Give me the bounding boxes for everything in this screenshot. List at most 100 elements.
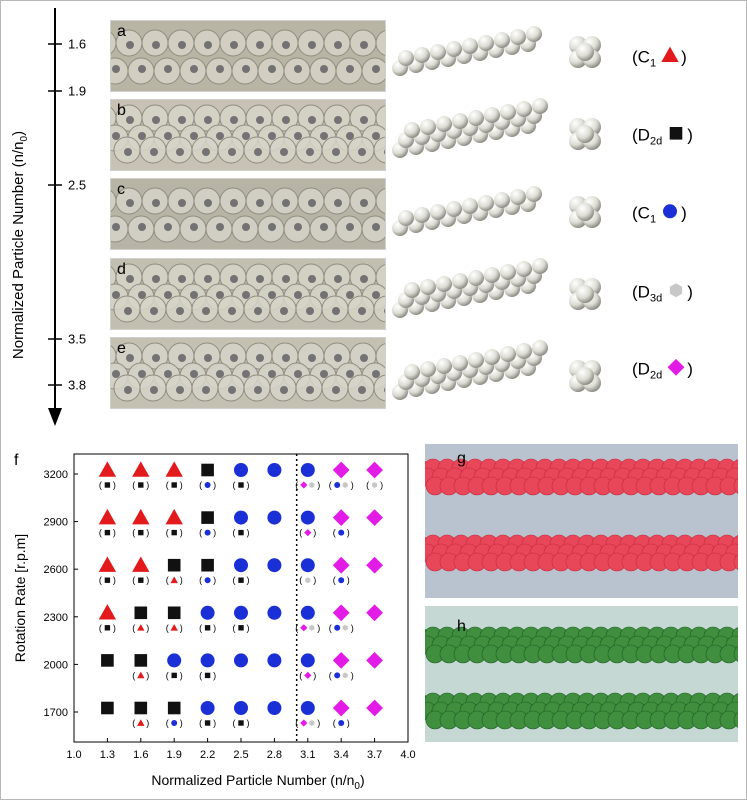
x-tick-label: 1.3 xyxy=(100,749,115,761)
symmetry-group: D xyxy=(637,359,650,379)
sub-point-circle xyxy=(171,720,178,726)
symmetry-group: C xyxy=(637,203,650,223)
point-square xyxy=(167,701,181,715)
svg-text:): ) xyxy=(180,480,183,490)
data-point: () xyxy=(233,558,250,585)
point-square xyxy=(201,558,214,572)
point-diamond xyxy=(366,556,383,574)
data-point: () xyxy=(333,509,350,538)
point-diamond xyxy=(332,652,350,669)
data-point: () xyxy=(98,556,117,585)
sub-point-square xyxy=(171,672,177,679)
data-point xyxy=(267,510,282,525)
data-point: () xyxy=(165,461,183,490)
svg-text:): ) xyxy=(213,623,216,633)
data-point: () xyxy=(295,463,320,490)
svg-text:): ) xyxy=(347,528,350,538)
svg-text:): ) xyxy=(351,670,354,680)
x-tick-label: 4.0 xyxy=(400,749,415,761)
panel-letter-h: h xyxy=(457,618,466,635)
x-tick-label: 2.2 xyxy=(200,749,215,761)
point-triangle xyxy=(132,508,150,525)
svg-text:): ) xyxy=(213,480,216,490)
point-square xyxy=(134,654,148,667)
point-circle xyxy=(234,605,248,620)
svg-text:): ) xyxy=(180,718,183,728)
sub-point-hexagon xyxy=(305,577,311,584)
sub-point-square xyxy=(238,529,244,536)
data-point xyxy=(366,604,383,622)
sub-point-triangle xyxy=(170,576,178,584)
point-circle xyxy=(267,653,282,668)
svg-text:): ) xyxy=(317,623,320,633)
chain-model-b xyxy=(392,98,548,158)
data-point xyxy=(267,463,282,477)
end-view-e xyxy=(569,360,601,392)
svg-text:): ) xyxy=(213,670,216,680)
data-point: () xyxy=(329,604,354,633)
point-circle xyxy=(267,605,282,620)
svg-text:(: ( xyxy=(99,575,102,585)
data-point: () xyxy=(333,699,350,728)
svg-text:(: ( xyxy=(329,670,332,680)
svg-text:): ) xyxy=(313,670,316,680)
sub-point-circle xyxy=(338,720,345,726)
chain-model-a xyxy=(392,26,542,76)
svg-text:): ) xyxy=(247,623,250,633)
sub-point-circle xyxy=(334,624,341,631)
point-diamond xyxy=(332,556,350,574)
svg-text:(: ( xyxy=(233,623,236,633)
point-circle xyxy=(234,653,248,668)
point-circle xyxy=(300,653,315,668)
y-tick-label: 2600 xyxy=(44,564,68,576)
svg-text:(: ( xyxy=(199,575,202,585)
data-point: () xyxy=(329,652,354,680)
sub-point-hexagon xyxy=(372,482,378,488)
data-point xyxy=(366,509,383,526)
data-point: () xyxy=(132,701,149,728)
top-axis-title: Normalized Particle Number (n/n0) xyxy=(10,130,30,360)
svg-text:(: ( xyxy=(166,575,169,585)
svg-text:): ) xyxy=(247,480,250,490)
top-tick-5: 3.8 xyxy=(68,377,87,393)
data-point xyxy=(366,652,383,669)
sub-point-diamond xyxy=(300,624,308,632)
symmetry-group: C xyxy=(637,47,650,67)
svg-text:(: ( xyxy=(295,718,298,728)
svg-text:(: ( xyxy=(295,480,298,490)
data-point: () xyxy=(199,558,216,585)
data-point: () xyxy=(165,508,183,538)
svg-text:): ) xyxy=(180,670,183,680)
point-triangle xyxy=(165,461,183,477)
sub-point-circle xyxy=(334,482,341,488)
sub-point-square xyxy=(204,672,211,679)
svg-text:): ) xyxy=(146,575,149,585)
x-tick-label: 2.5 xyxy=(233,749,248,761)
sub-point-triangle xyxy=(137,719,145,726)
chain-model-e xyxy=(392,340,548,400)
point-circle xyxy=(200,701,215,715)
plot-frame xyxy=(73,453,409,743)
svg-text:(: ( xyxy=(233,718,236,728)
sub-point-square xyxy=(238,625,244,631)
legend-marker-circle xyxy=(663,204,678,219)
data-point: () xyxy=(166,653,183,680)
point-diamond xyxy=(366,604,383,622)
data-point xyxy=(101,654,114,667)
data-point: () xyxy=(166,701,183,728)
point-circle xyxy=(234,701,248,715)
svg-text:): ) xyxy=(351,480,354,490)
sub-point-square xyxy=(138,482,144,488)
svg-text:): ) xyxy=(380,480,383,490)
point-circle xyxy=(267,463,282,477)
svg-text:(: ( xyxy=(329,480,332,490)
svg-text:): ) xyxy=(317,480,320,490)
svg-text:): ) xyxy=(247,575,250,585)
symmetry-group: D xyxy=(637,125,650,145)
top-vertical-axis xyxy=(48,8,62,426)
point-square xyxy=(101,701,114,715)
svg-text:(: ( xyxy=(166,670,169,680)
point-triangle xyxy=(98,508,117,525)
svg-text:(: ( xyxy=(132,575,135,585)
symmetry-subscript: 1 xyxy=(649,57,657,70)
